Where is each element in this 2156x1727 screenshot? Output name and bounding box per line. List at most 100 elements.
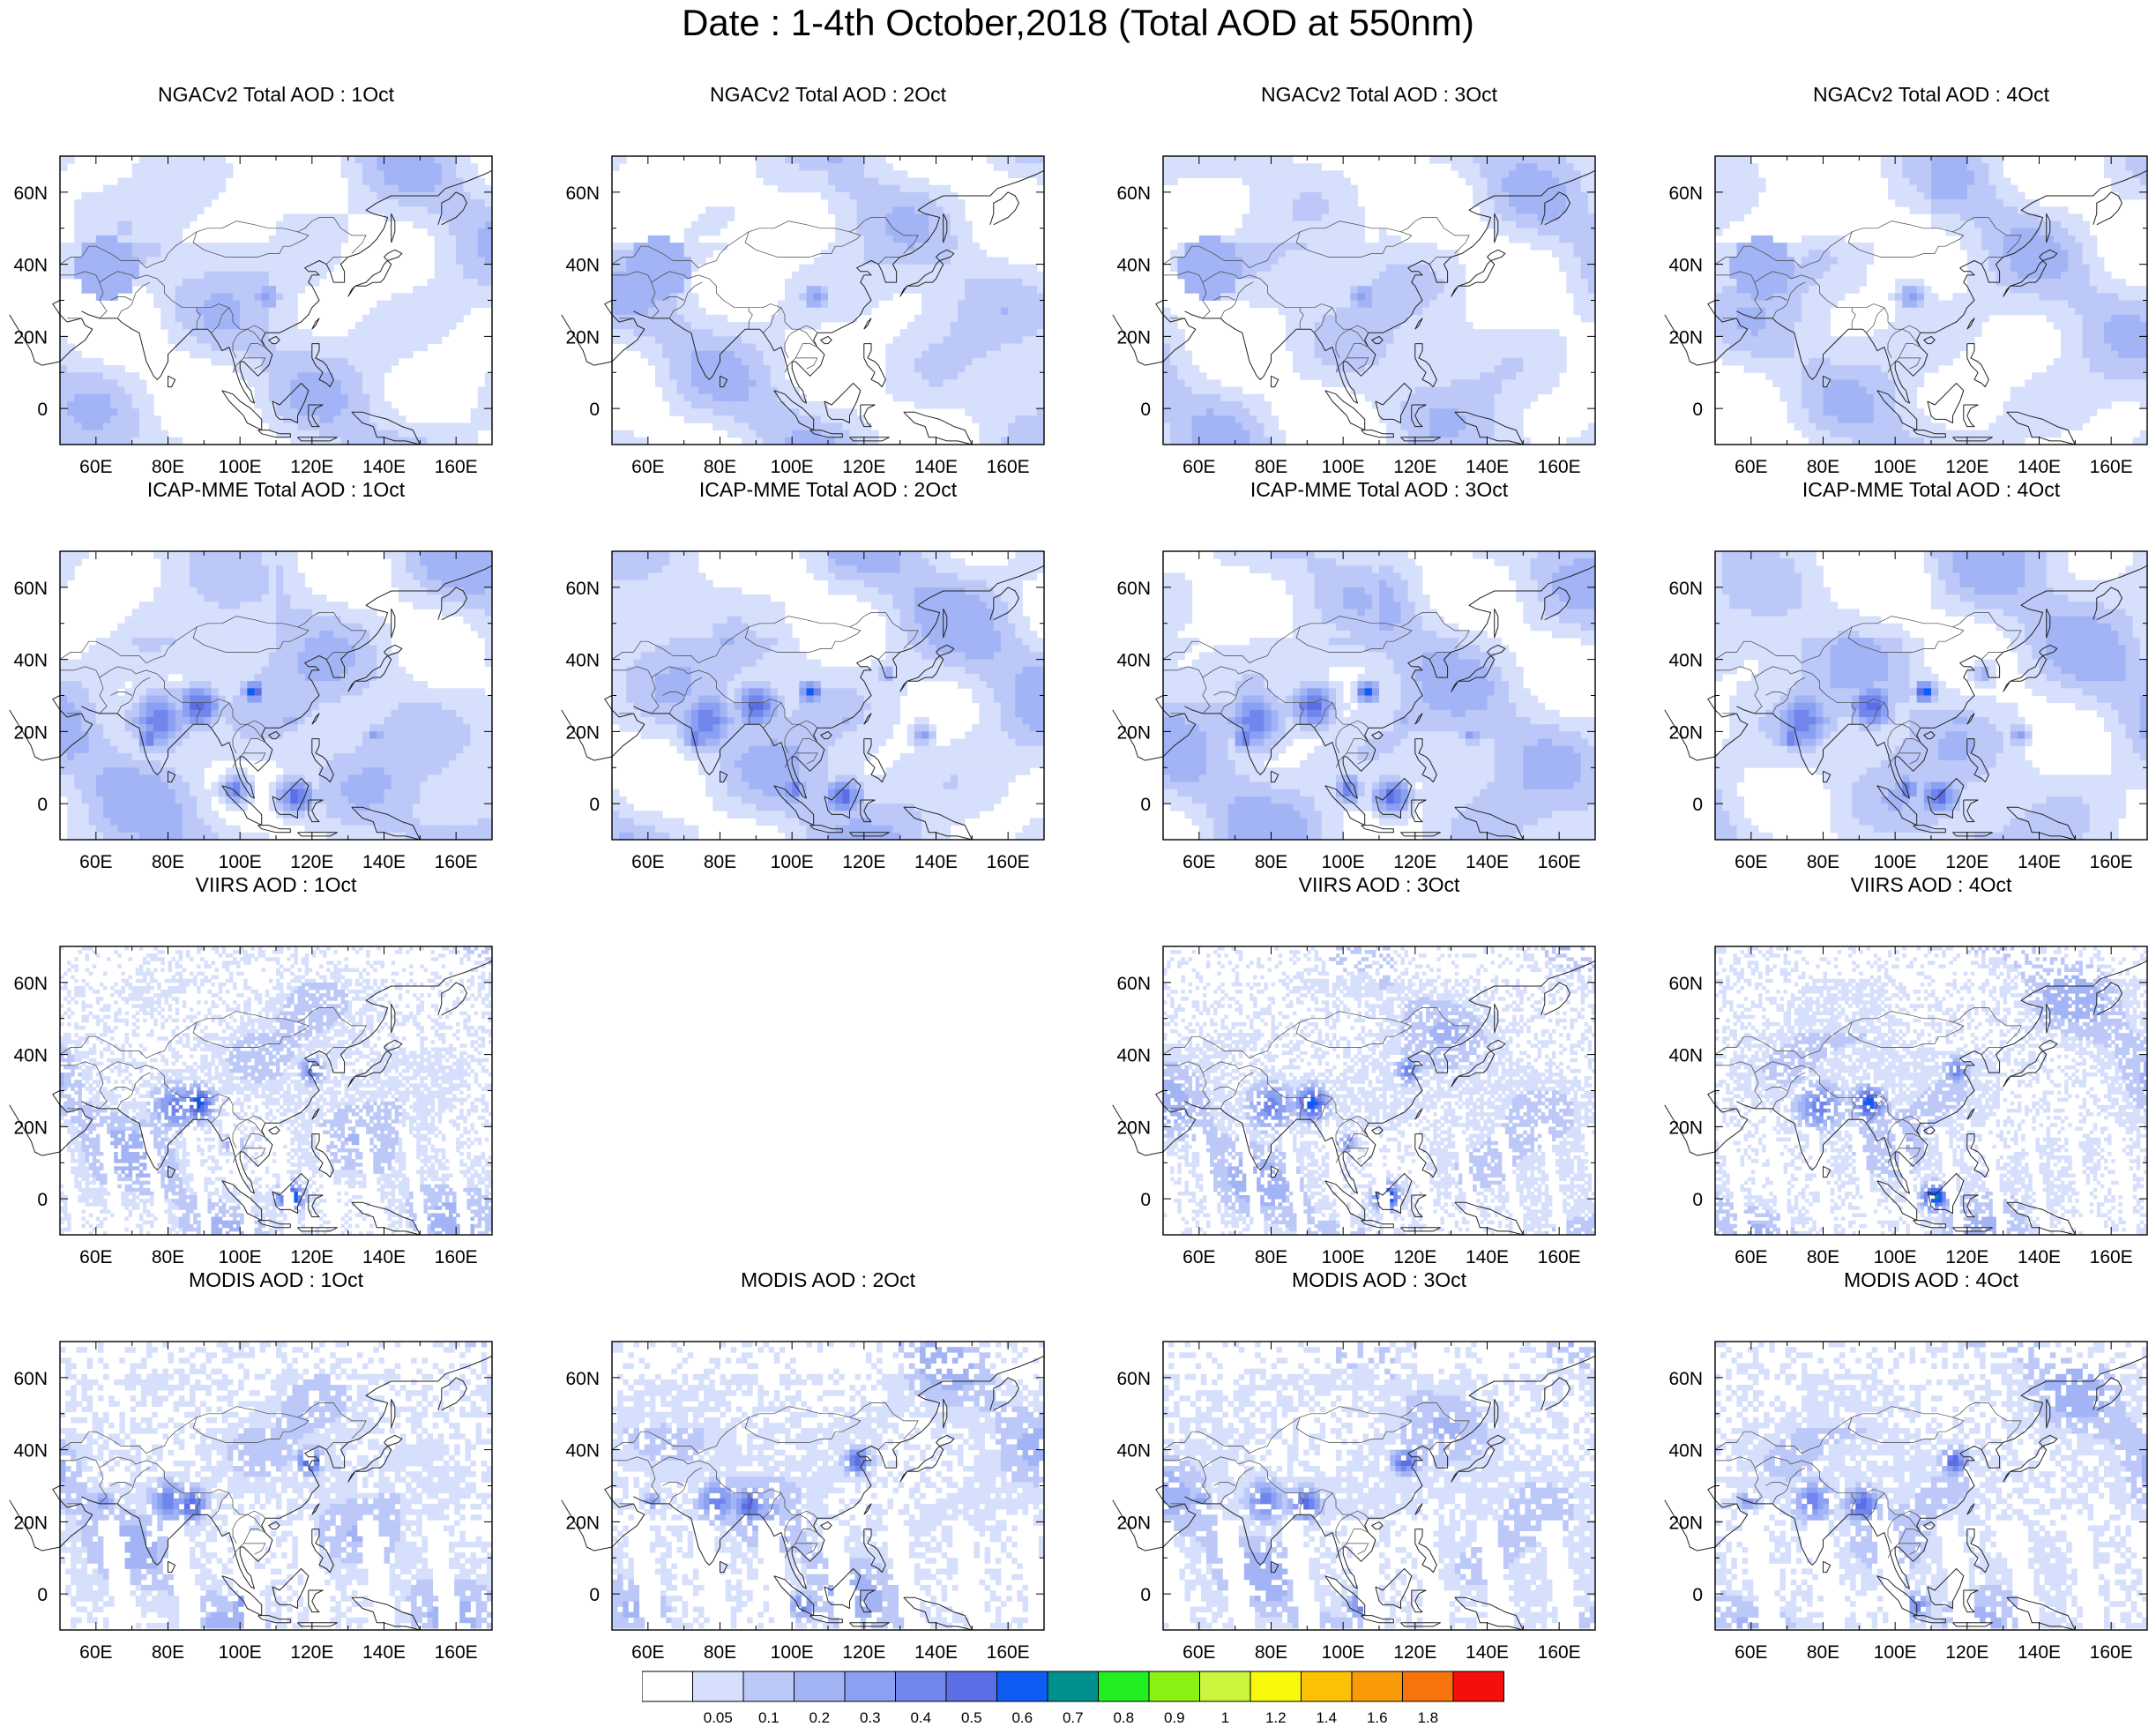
colorbar-swatch bbox=[1250, 1671, 1302, 1702]
colorbar-label: 0.4 bbox=[910, 1709, 931, 1726]
lon-tick-label: 160E bbox=[2090, 457, 2133, 477]
map-canvas: 60E 80E 100E 120E 140E 160E 60N 40N 20N 0 bbox=[9, 1341, 493, 1663]
map-panel-viirs-day1: VIIRS AOD : 1Oct 60E 80E 100E 120E 140E 160E 60… bbox=[0, 865, 494, 1267]
lat-tick-label: 40N bbox=[1668, 651, 1703, 671]
figure-title: Date : 1-4th October,2018 (Total AOD at … bbox=[0, 4, 2156, 42]
country-borders bbox=[59, 1402, 367, 1559]
lat-tick-label: 60N bbox=[1668, 1369, 1703, 1389]
panel-title: MODIS AOD : 3Oct bbox=[1163, 1267, 1595, 1292]
lon-tick-label: 100E bbox=[771, 1642, 814, 1663]
lon-tick-label: 160E bbox=[2090, 1247, 2133, 1267]
lon-tick-label: 120E bbox=[290, 852, 333, 872]
aod-field bbox=[612, 1342, 1045, 1629]
country-borders bbox=[1714, 1007, 2022, 1163]
coastlines bbox=[561, 564, 1045, 841]
map-canvas: 60E 80E 100E 120E 140E 160E 60N 40N 20N 0 bbox=[9, 550, 493, 872]
lat-tick-label: 60N bbox=[1668, 579, 1703, 599]
lon-tick-label: 160E bbox=[2090, 1642, 2133, 1663]
lat-tick-label: 40N bbox=[1116, 651, 1151, 671]
lon-tick-label: 160E bbox=[2090, 852, 2133, 872]
map-canvas: 60E 80E 100E 120E 140E 160E 60N 40N 20N 0 bbox=[1664, 155, 2148, 477]
lon-tick-label: 80E bbox=[1807, 1247, 1839, 1267]
colorbar-swatch bbox=[945, 1671, 997, 1702]
colorbar-label: 0.6 bbox=[1011, 1709, 1033, 1726]
colorbar-swatch bbox=[1351, 1671, 1403, 1702]
lon-tick-label: 140E bbox=[2018, 852, 2061, 872]
lon-tick-label: 100E bbox=[771, 852, 814, 872]
lat-tick-label: 20N bbox=[1116, 327, 1151, 348]
lat-tick-label: 20N bbox=[1668, 1118, 1703, 1138]
ticks bbox=[611, 550, 1045, 841]
map-canvas: 60E 80E 100E 120E 140E 160E 60N 40N 20N 0 bbox=[561, 1341, 1045, 1663]
lat-tick-label: 40N bbox=[1116, 256, 1151, 276]
lat-tick-label: 20N bbox=[1668, 327, 1703, 348]
ticks bbox=[59, 155, 493, 445]
lat-tick-label: 0 bbox=[589, 1585, 600, 1605]
lon-tick-label: 60E bbox=[79, 852, 112, 872]
lat-tick-label: 60N bbox=[13, 183, 48, 204]
map-canvas: 60E 80E 100E 120E 140E 160E 60N 40N 20N 0 bbox=[1112, 155, 1596, 477]
map-panel-ngacv2-day2: NGACv2 Total AOD : 2Oct 60E 80E 100E 120E 140… bbox=[552, 75, 1046, 477]
coastlines bbox=[9, 1355, 493, 1631]
coastlines bbox=[1664, 1355, 2148, 1631]
map-canvas: 60E 80E 100E 120E 140E 160E 60N 40N 20N 0 bbox=[9, 946, 493, 1267]
colorbar-swatch bbox=[844, 1671, 896, 1702]
map-canvas: 60E 80E 100E 120E 140E 160E 60N 40N 20N 0 bbox=[561, 155, 1045, 477]
lon-tick-label: 80E bbox=[152, 457, 184, 477]
map-canvas: 60E 80E 100E 120E 140E 160E 60N 40N 20N 0 bbox=[1664, 946, 2148, 1267]
lat-tick-label: 0 bbox=[37, 1190, 48, 1210]
colorbar-swatch bbox=[1148, 1671, 1200, 1702]
lat-tick-label: 0 bbox=[1140, 400, 1151, 420]
lon-tick-label: 60E bbox=[79, 1642, 112, 1663]
lon-tick-label: 120E bbox=[1945, 457, 1988, 477]
country-borders bbox=[611, 217, 919, 373]
lat-tick-label: 40N bbox=[1668, 1441, 1703, 1462]
coastlines bbox=[1112, 960, 1596, 1236]
lon-tick-label: 160E bbox=[987, 1642, 1030, 1663]
lon-tick-label: 60E bbox=[631, 1642, 664, 1663]
lat-tick-label: 0 bbox=[1692, 795, 1703, 815]
lat-tick-label: 0 bbox=[1692, 1190, 1703, 1210]
lon-tick-label: 160E bbox=[435, 1247, 478, 1267]
lat-tick-label: 40N bbox=[1116, 1046, 1151, 1066]
lon-tick-label: 160E bbox=[435, 457, 478, 477]
map-canvas: 60E 80E 100E 120E 140E 160E 60N 40N 20N 0 bbox=[1112, 1341, 1596, 1663]
lat-tick-label: 60N bbox=[1116, 1369, 1151, 1389]
coastlines bbox=[1112, 169, 1596, 445]
coastlines bbox=[9, 564, 493, 841]
lon-tick-label: 140E bbox=[362, 1247, 406, 1267]
ticks bbox=[59, 946, 493, 1236]
lon-tick-label: 140E bbox=[1466, 1642, 1509, 1663]
aod-field bbox=[1715, 551, 2148, 841]
map-panel-viirs-day4: VIIRS AOD : 4Oct 60E 80E 100E 120E 140E 160E 60… bbox=[1655, 865, 2149, 1267]
map-canvas: 60E 80E 100E 120E 140E 160E 60N 40N 20N 0 bbox=[1664, 550, 2148, 872]
lat-tick-label: 40N bbox=[1668, 256, 1703, 276]
country-borders bbox=[611, 1402, 919, 1559]
map-panel-modis-day1: MODIS AOD : 1Oct 60E 80E 100E 120E 140E 160E 60… bbox=[0, 1260, 494, 1663]
lat-tick-label: 60N bbox=[565, 1369, 600, 1389]
coastlines bbox=[1112, 1355, 1596, 1631]
lon-tick-label: 140E bbox=[362, 1642, 406, 1663]
lon-tick-label: 100E bbox=[1322, 1642, 1365, 1663]
lon-tick-label: 140E bbox=[914, 457, 958, 477]
lon-tick-label: 160E bbox=[435, 852, 478, 872]
lon-tick-label: 80E bbox=[1255, 457, 1287, 477]
ticks bbox=[1714, 1341, 2148, 1631]
colorbar-label: 0.9 bbox=[1164, 1709, 1185, 1726]
lon-tick-label: 60E bbox=[79, 1247, 112, 1267]
map-panel-modis-day3: MODIS AOD : 3Oct 60E 80E 100E 120E 140E 160E 60… bbox=[1103, 1260, 1597, 1663]
coastlines bbox=[561, 169, 1045, 445]
lon-tick-label: 80E bbox=[1255, 1247, 1287, 1267]
aod-field bbox=[60, 156, 493, 445]
lon-tick-label: 60E bbox=[1734, 1247, 1767, 1267]
panel-title: ICAP-MME Total AOD : 3Oct bbox=[1163, 477, 1595, 502]
colorbar-swatch bbox=[1199, 1671, 1251, 1702]
colorbar-swatch bbox=[1301, 1671, 1353, 1702]
panel-title: VIIRS AOD : 1Oct bbox=[60, 872, 492, 897]
lon-tick-label: 80E bbox=[704, 852, 736, 872]
lon-tick-label: 120E bbox=[1393, 852, 1436, 872]
coastlines bbox=[1112, 564, 1596, 841]
country-borders bbox=[1714, 217, 2022, 373]
lon-tick-label: 160E bbox=[987, 457, 1030, 477]
lon-tick-label: 80E bbox=[1255, 1642, 1287, 1663]
